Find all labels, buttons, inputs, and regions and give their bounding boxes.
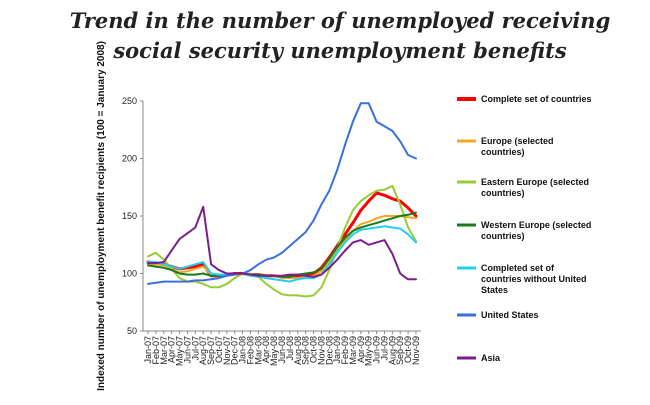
x-tick-label: Dec-07 xyxy=(230,336,240,365)
chart-title: Trend in the number of unemployed receiv… xyxy=(69,8,611,63)
x-tick-label: Mar-08 xyxy=(253,336,263,365)
x-tick-label: Aug-08 xyxy=(293,336,303,365)
y-tick-label: 200 xyxy=(122,154,137,164)
x-tick-label: Aug-07 xyxy=(198,336,208,365)
x-tick-label: May-09 xyxy=(364,336,374,366)
x-tick-label: Apr-08 xyxy=(261,336,271,363)
y-ticks: 50 100 150 200 250 xyxy=(122,96,143,336)
legend-label-4: Completed set of countries without United… xyxy=(481,263,587,295)
x-tick-label: Jul-09 xyxy=(379,336,389,361)
x-tick-label: Apr-09 xyxy=(356,336,366,363)
x-tick-label: Oct-07 xyxy=(214,336,224,363)
x-tick-label: Jun-09 xyxy=(372,336,382,364)
x-tick-label: Jan-09 xyxy=(332,336,342,364)
x-tick-label: Sep-08 xyxy=(301,336,311,365)
y-tick-label: 50 xyxy=(127,326,137,336)
x-tick-label: Jan-08 xyxy=(238,336,248,364)
x-tick-label: Sep-07 xyxy=(206,336,216,365)
x-tick-label: Feb-09 xyxy=(340,336,350,365)
x-tick-label: Feb-07 xyxy=(151,336,161,365)
x-tick-label: Oct-09 xyxy=(403,336,413,363)
y-tick-label: 150 xyxy=(122,211,137,221)
x-tick-label: Jun-08 xyxy=(277,336,287,364)
legend-label-2: Eastern Europe (selected countries) xyxy=(481,177,589,198)
series-line-6 xyxy=(147,205,417,281)
x-tick-label: Mar-07 xyxy=(159,336,169,365)
x-tick-label: Sep-09 xyxy=(395,336,405,365)
x-tick-label: Aug-09 xyxy=(387,336,397,365)
x-tick-label: Jan-07 xyxy=(143,336,153,364)
y-tick-label: 250 xyxy=(122,96,137,106)
legend-label-1: Europe (selected countries) xyxy=(481,136,554,157)
x-tick-label: Oct-08 xyxy=(309,336,319,363)
legend-label-5: United States xyxy=(481,310,539,320)
series-line-4 xyxy=(147,225,417,283)
legend-label-3: Western Europe (selected countries) xyxy=(481,220,591,241)
series-line-3 xyxy=(147,211,417,278)
legend: Complete set of countries Europe (selecte… xyxy=(457,94,592,363)
series-lines xyxy=(146,102,418,298)
x-tick-label: Mar-09 xyxy=(348,336,358,365)
x-tick-label: Nov-08 xyxy=(316,336,326,365)
legend-label-0: Complete set of countries xyxy=(481,94,592,104)
series-line-5 xyxy=(147,102,417,285)
series-line-1 xyxy=(147,215,417,280)
x-ticks: Jan-07Feb-07Mar-07Apr-07May-07Jun-07Jul-… xyxy=(143,331,421,366)
x-tick-label: Dec-08 xyxy=(324,336,334,365)
x-tick-label: Nov-07 xyxy=(222,336,232,365)
x-tick-label: Apr-07 xyxy=(167,336,177,363)
x-tick-label: Nov-09 xyxy=(411,336,421,365)
x-tick-label: Feb-08 xyxy=(245,336,255,365)
x-tick-label: May-07 xyxy=(175,336,185,366)
x-tick-label: Jul-07 xyxy=(190,336,200,361)
y-tick-label: 100 xyxy=(122,269,137,279)
y-axis-title: Indexed number of unemployment benefit r… xyxy=(96,41,107,391)
x-tick-label: Jun-07 xyxy=(182,336,192,364)
series-line-0 xyxy=(146,191,418,279)
legend-label-6: Asia xyxy=(481,353,501,363)
x-tick-label: May-08 xyxy=(269,336,279,366)
x-tick-label: Jul-08 xyxy=(285,336,295,361)
